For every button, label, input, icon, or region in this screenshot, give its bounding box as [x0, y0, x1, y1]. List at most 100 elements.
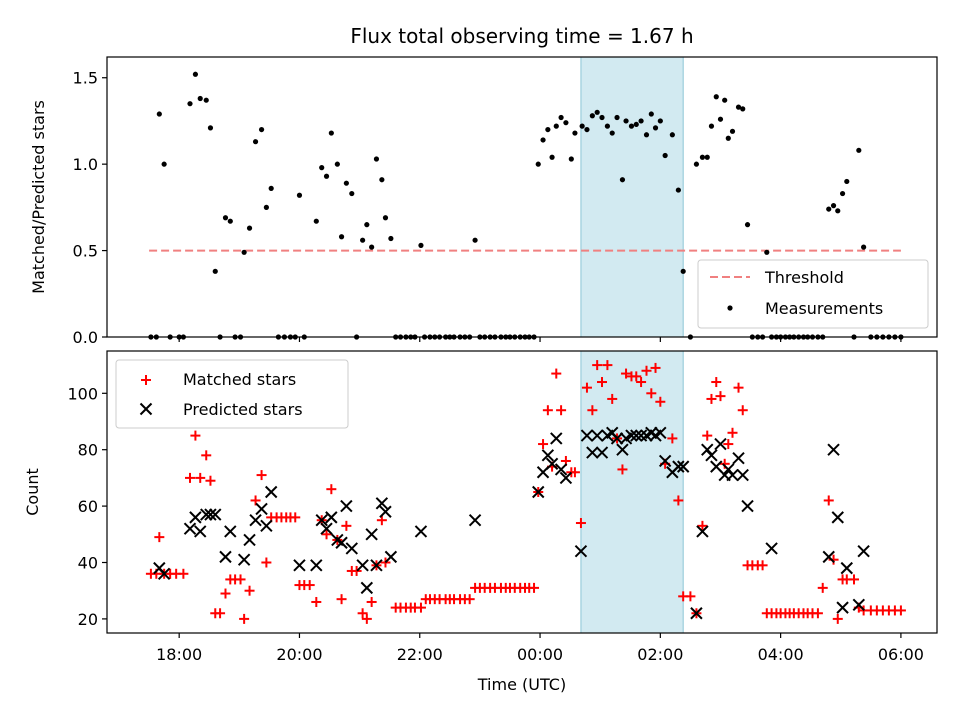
matched-star-point [685, 591, 696, 602]
predicted-star-point-b [204, 508, 217, 521]
measurement-point [693, 161, 700, 167]
x-tick-label: 00:00 [517, 645, 563, 664]
predicted-star-point-b [293, 559, 306, 572]
measurement-point [241, 249, 247, 255]
predicted-star-point-b [315, 513, 328, 527]
measurement-point [360, 237, 366, 243]
measurement-point [212, 268, 218, 274]
matched-star-point [464, 594, 475, 605]
measurement-point [764, 249, 770, 255]
bottom-legend-box [115, 359, 349, 429]
predicted-star-point-b [541, 449, 555, 462]
predicted-star-point-b [616, 443, 629, 456]
bottom-y-axis-label: Count [23, 468, 42, 516]
measurement-point [197, 95, 203, 102]
measurement-point [349, 190, 355, 197]
measurement-point [268, 185, 274, 191]
matched-star-point [592, 360, 603, 371]
measurement-point [338, 234, 345, 240]
measurement-point [680, 268, 686, 274]
matched-star-point [244, 585, 255, 596]
predicted-star-point-b [732, 451, 745, 465]
bottom-panel: 20 40 60 80 100 18:00 20:00 22:00 00:00 02:00 04:… [23, 350, 938, 694]
predicted-star-point-b [260, 519, 273, 533]
measurement-point [545, 126, 551, 133]
matched-star-point [250, 495, 261, 506]
measurement-point [540, 137, 546, 143]
predicted-star-point [532, 485, 545, 499]
y-tick-label: 100 [67, 384, 98, 403]
matched-star-point [719, 458, 730, 469]
predicted-star-point-b [574, 545, 588, 558]
matched-star-point [631, 371, 642, 382]
measurement-point [296, 192, 303, 198]
predicted-star-point [696, 525, 709, 538]
legend-predicted-label: Predicted stars [183, 400, 303, 419]
top-x-ticks [178, 337, 902, 342]
matched-star-point [817, 582, 828, 593]
predicted-star-point [654, 426, 667, 439]
matched-star-point [596, 377, 607, 388]
predicted-star-point [370, 559, 383, 572]
predicted-star-point-b [157, 567, 171, 580]
predicted-star-point [249, 513, 262, 527]
predicted-star-point-b [249, 513, 262, 527]
predicted-star-point-b [264, 485, 278, 499]
matched-star-point [415, 602, 426, 613]
measurement-point [669, 132, 675, 138]
legend-matched-marker [141, 375, 151, 385]
matched-star-point [326, 484, 337, 495]
predicted-star-point [219, 550, 232, 564]
y-tick-label: 20 [78, 610, 98, 629]
matched-star-point [646, 388, 657, 399]
predicted-star-point [595, 446, 609, 459]
measurement-point [549, 154, 555, 160]
predicted-star-point-b [654, 426, 667, 439]
predicted-star-point [831, 511, 844, 524]
predicted-star-point-b [822, 550, 835, 564]
matched-star-point [702, 430, 713, 441]
predicted-star-point-b [414, 525, 428, 538]
matched-star-point [569, 467, 580, 478]
measurement-point [729, 128, 736, 134]
measurement-point [156, 111, 162, 117]
measurement-point [604, 123, 611, 129]
predicted-star-point [243, 533, 256, 547]
measurement-point [614, 114, 620, 121]
predicted-star-point [857, 545, 870, 558]
predicted-star-point-b [219, 550, 232, 564]
measurement-point [343, 180, 349, 186]
measurement-point [619, 177, 626, 183]
measurement-point [319, 165, 325, 171]
measurement-point [388, 235, 394, 242]
predicted-star-point [836, 601, 849, 614]
measurement-point [472, 237, 478, 243]
predicted-star-point [580, 429, 594, 442]
measurement-point [713, 94, 719, 100]
predicted-star-point [335, 536, 348, 549]
measurement-point [568, 156, 574, 162]
predicted-star-point [590, 429, 604, 442]
matched-star-point [737, 405, 748, 416]
bottom-y-ticks: 20 40 60 80 100 [67, 384, 107, 629]
top-y-ticks: 0.0 0.5 1.0 1.5 [73, 69, 107, 347]
matched-star-point [556, 405, 567, 416]
y-tick-label: 0.0 [73, 328, 98, 347]
predicted-star-point-b [554, 463, 568, 476]
top-legend-box [697, 259, 929, 329]
measurement-point [662, 152, 668, 159]
matched-star-point [832, 613, 843, 624]
matched-star-point [715, 391, 726, 402]
predicted-star-point-b [857, 545, 870, 558]
predicted-star-point [690, 607, 703, 620]
bottom-observing-window-shade [580, 350, 684, 634]
predicted-star-point-b [765, 542, 778, 555]
measurement-point [643, 132, 650, 138]
predicted-star-point [293, 559, 306, 572]
predicted-star-point-b [360, 581, 374, 595]
predicted-star-point-b [690, 607, 703, 620]
predicted-star-point-b [840, 561, 853, 575]
measurement-point [675, 187, 681, 193]
predicted-star-point [204, 508, 217, 521]
y-tick-label: 0.5 [73, 242, 98, 261]
